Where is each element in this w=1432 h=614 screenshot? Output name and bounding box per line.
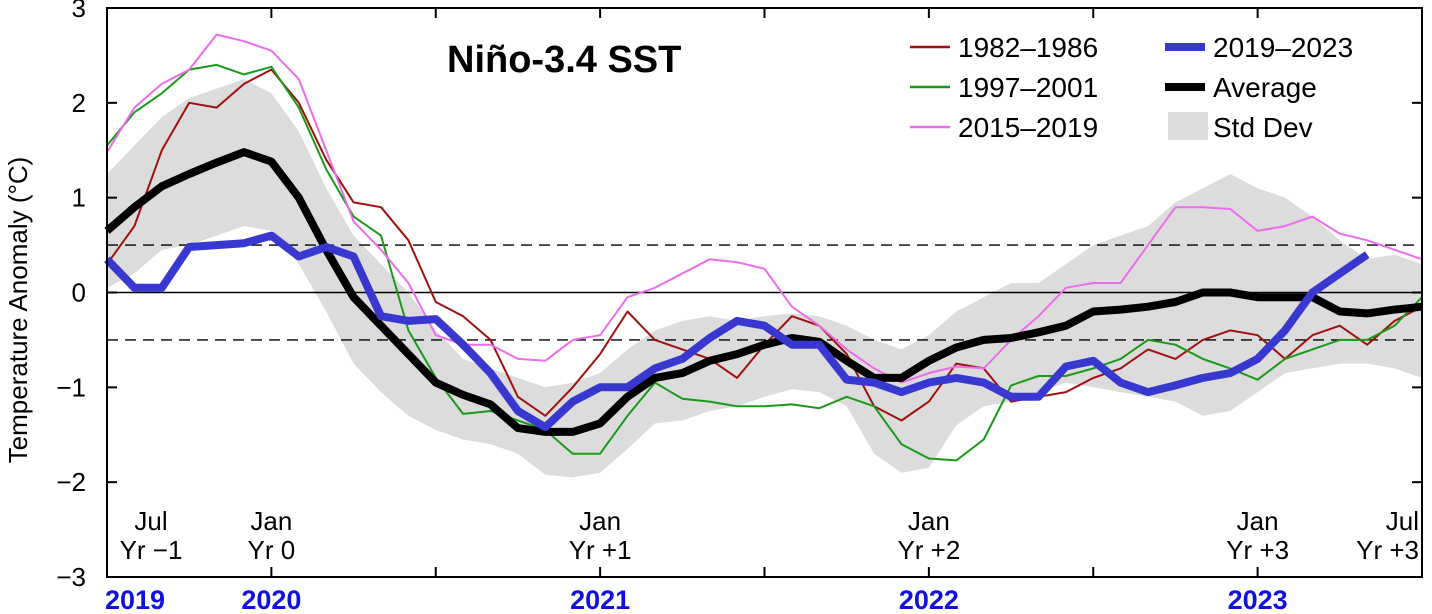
annotation-month: Jul (1386, 506, 1419, 536)
annotation-month: Jul (134, 506, 167, 536)
legend-label-2015-2019: 2015–2019 (958, 112, 1098, 143)
y-tick-label: 3 (72, 0, 86, 23)
annotation-year-offset: Yr +3 (1226, 535, 1289, 565)
series-line-1997-2001 (106, 63, 1423, 462)
legend-label-std-dev: Std Dev (1213, 112, 1313, 143)
legend-label-1982-1986: 1982–1986 (958, 32, 1098, 63)
year-label-2022: 2022 (899, 585, 959, 614)
annotation-month: Jan (1237, 506, 1279, 536)
series-lines (104, 33, 1423, 462)
y-tick-label: 1 (72, 183, 86, 213)
legend-swatch-std-dev (1168, 112, 1208, 140)
annotation-month: Jan (579, 506, 621, 536)
y-tick-label: −1 (56, 372, 86, 402)
annotation-month: Jan (908, 506, 950, 536)
year-label-2019: 2019 (105, 585, 165, 614)
annotation-year-offset: Yr +1 (569, 535, 632, 565)
y-tick-label: −2 (56, 467, 86, 497)
legend-label-average: Average (1213, 72, 1317, 103)
y-axis-label: Temperature Anomaly (°C) (3, 157, 33, 464)
y-tick-label: −3 (56, 562, 86, 592)
year-label-2020: 2020 (241, 585, 301, 614)
legend-label-2019-2023: 2019–2023 (1213, 32, 1353, 63)
legend-label-1997-2001: 1997–2001 (958, 72, 1098, 103)
y-tick-labels: 3 2 1 0 −1 −2 −3 (56, 0, 86, 592)
chart-title: Niño-3.4 SST (447, 39, 681, 81)
y-tick-label: 0 (72, 278, 86, 308)
annotation-month: Jan (250, 506, 292, 536)
axis-ticks (106, 7, 1423, 578)
annotation-year-offset: Yr +2 (897, 535, 960, 565)
year-label-2023: 2023 (1228, 585, 1288, 614)
annotation-year-offset: Yr +3 (1356, 535, 1419, 565)
series-line-2015-2019 (106, 33, 1423, 384)
year-labels: 2019 2020 2021 2022 2023 (105, 585, 1288, 614)
y-tick-label: 2 (72, 88, 86, 118)
series-line-2019-2023 (104, 231, 1370, 432)
legend: 1982–1986 1997–2001 2015–2019 2019–2023 Aver… (910, 32, 1353, 143)
annotation-year-offset: Yr −1 (120, 535, 183, 565)
annotation-year-offset: Yr 0 (248, 535, 296, 565)
year-label-2021: 2021 (570, 585, 630, 614)
